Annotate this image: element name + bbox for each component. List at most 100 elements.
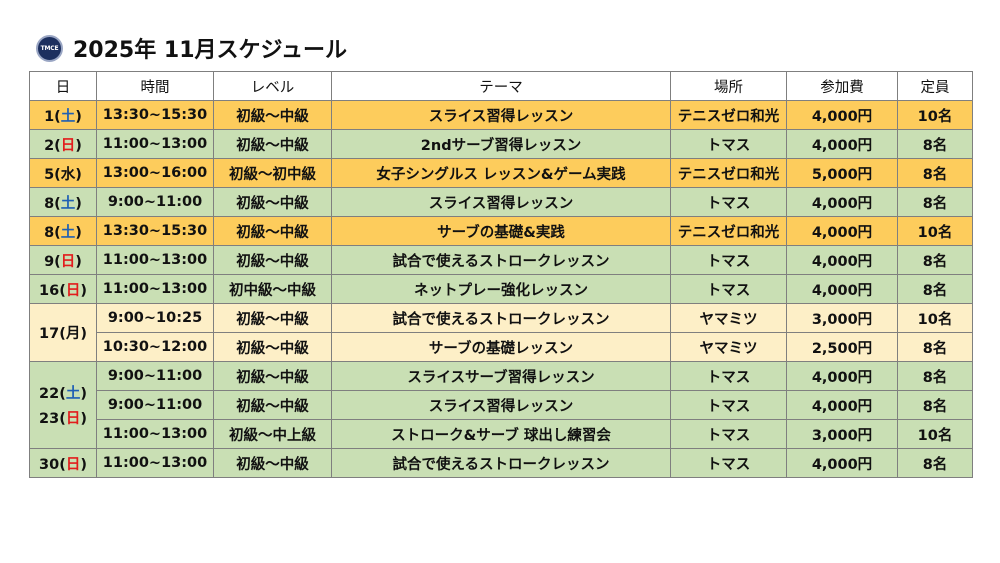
col-header-time: 時間 xyxy=(96,71,214,101)
fee-cell: 4,000円 xyxy=(786,216,898,246)
capacity-cell: 10名 xyxy=(897,303,973,333)
time-cell: 9:00~11:00 xyxy=(96,187,214,217)
col-header-fee: 参加費 xyxy=(786,71,898,101)
place-cell: トマス xyxy=(670,129,787,159)
date-cell: 16(日) xyxy=(29,274,97,304)
fee-cell: 2,500円 xyxy=(786,332,898,362)
place-cell: トマス xyxy=(670,245,787,275)
club-logo: TMCE xyxy=(36,34,63,62)
level-cell: 初級～中級 xyxy=(213,448,332,478)
day-number: 8 xyxy=(44,195,55,212)
theme-cell: スライスサーブ習得レッスン xyxy=(331,361,671,391)
table-row: 22(土) 23(日) 9:00~11:00 初級～中級 スライスサーブ習得レッ… xyxy=(29,361,973,449)
level-cell: 初級～中級 xyxy=(213,361,332,391)
level-cell: 初級～中級 xyxy=(213,100,332,130)
capacity-cell: 8名 xyxy=(897,129,973,159)
table-row: 30(日) 11:00~13:00 初級～中級 試合で使えるストロークレッスン … xyxy=(29,448,973,478)
time-cell: 13:30~15:30 xyxy=(96,100,214,130)
schedule-table: 日 時間 レベル テーマ 場所 参加費 定員 1(土) 13:30~15:30 … xyxy=(29,71,973,478)
header-row: 日 時間 レベル テーマ 場所 参加費 定員 xyxy=(29,71,973,101)
table-row: 9:00~11:00 初級～中級 スライス習得レッスン トマス 4,000円 8… xyxy=(30,390,973,420)
theme-cell: ストローク&サーブ 球出し練習会 xyxy=(331,419,671,449)
theme-cell: スライス習得レッスン xyxy=(331,187,671,217)
theme-cell: ネットプレー強化レッスン xyxy=(331,274,671,304)
fee-cell: 4,000円 xyxy=(786,390,898,420)
time-cell: 9:00~10:25 xyxy=(96,303,214,333)
fee-cell: 4,000円 xyxy=(786,129,898,159)
day-number: 8 xyxy=(44,224,55,241)
theme-cell: サーブの基礎&実践 xyxy=(331,216,671,246)
table-row: 8(土) 13:30~15:30 初級～中級 サーブの基礎&実践 テニスゼロ和光… xyxy=(29,216,973,246)
capacity-cell: 8名 xyxy=(897,274,973,304)
fee-cell: 3,000円 xyxy=(786,419,898,449)
date-cell: 8(土) xyxy=(29,216,97,246)
day-number: 22 xyxy=(39,386,60,402)
place-cell: トマス xyxy=(670,187,787,217)
place-cell: テニスゼロ和光 xyxy=(670,216,787,246)
col-header-capacity: 定員 xyxy=(897,71,973,101)
capacity-cell: 8名 xyxy=(897,332,973,362)
level-cell: 初級～中級 xyxy=(213,129,332,159)
date-cell: 30(日) xyxy=(29,448,97,478)
day-number: 5 xyxy=(44,166,55,183)
capacity-cell: 10名 xyxy=(897,100,973,130)
table-row: 8(土) 9:00~11:00 初級～中級 スライス習得レッスン トマス 4,0… xyxy=(29,187,973,217)
theme-cell: 試合で使えるストロークレッスン xyxy=(331,245,671,275)
theme-cell: スライス習得レッスン xyxy=(331,100,671,130)
place-cell: テニスゼロ和光 xyxy=(670,158,787,188)
time-cell: 13:00~16:00 xyxy=(96,158,214,188)
time-cell: 13:30~15:30 xyxy=(96,216,214,246)
day-number: 1 xyxy=(44,108,55,125)
table-row: 16(日) 11:00~13:00 初中級～中級 ネットプレー強化レッスン トマ… xyxy=(29,274,973,304)
place-cell: トマス xyxy=(670,419,787,449)
date-cell: 1(土) xyxy=(29,100,97,130)
fee-cell: 3,000円 xyxy=(786,303,898,333)
fee-cell: 4,000円 xyxy=(786,361,898,391)
col-header-level: レベル xyxy=(213,71,332,101)
day-number: 9 xyxy=(44,253,55,270)
level-cell: 初中級～中級 xyxy=(213,274,332,304)
place-cell: ヤマミツ xyxy=(670,332,787,362)
theme-cell: スライス習得レッスン xyxy=(331,390,671,420)
capacity-cell: 8名 xyxy=(897,361,973,391)
table-row: 11:00~13:00 初級～中上級 ストローク&サーブ 球出し練習会 トマス … xyxy=(30,419,973,449)
time-cell: 9:00~11:00 xyxy=(96,361,214,391)
weekday: 日 xyxy=(65,411,81,427)
level-cell: 初級～中級 xyxy=(213,187,332,217)
table-row: 5(水) 13:00~16:00 初級～初中級 女子シングルス レッスン&ゲーム… xyxy=(29,158,973,188)
time-cell: 11:00~13:00 xyxy=(96,419,214,449)
fee-cell: 5,000円 xyxy=(786,158,898,188)
capacity-cell: 10名 xyxy=(897,419,973,449)
theme-cell: 試合で使えるストロークレッスン xyxy=(331,303,671,333)
weekday: 月 xyxy=(65,326,81,342)
time-cell: 10:30~12:00 xyxy=(96,332,214,362)
day-number: 17 xyxy=(39,326,60,342)
col-header-day: 日 xyxy=(29,71,97,101)
level-cell: 初級～中級 xyxy=(213,390,332,420)
weekday: 日 xyxy=(60,137,76,154)
col-header-theme: テーマ xyxy=(331,71,671,101)
place-cell: トマス xyxy=(670,274,787,304)
theme-cell: サーブの基礎レッスン xyxy=(331,332,671,362)
page-title: 2025年 11月スケジュール xyxy=(73,38,347,63)
table-row: 9(日) 11:00~13:00 初級～中級 試合で使えるストロークレッスン ト… xyxy=(29,245,973,275)
day-number: 23 xyxy=(39,411,60,427)
place-cell: トマス xyxy=(670,361,787,391)
time-cell: 11:00~13:00 xyxy=(96,274,214,304)
theme-cell: 2ndサーブ習得レッスン xyxy=(331,129,671,159)
level-cell: 初級～中級 xyxy=(213,245,332,275)
weekday: 水 xyxy=(60,166,76,183)
table-row: 2(日) 11:00~13:00 初級～中級 2ndサーブ習得レッスン トマス … xyxy=(29,129,973,159)
theme-cell: 試合で使えるストロークレッスン xyxy=(331,448,671,478)
level-cell: 初級～中級 xyxy=(213,216,332,246)
weekday: 土 xyxy=(60,195,76,212)
time-cell: 11:00~13:00 xyxy=(96,129,214,159)
date-cell: 5(水) xyxy=(29,158,97,188)
capacity-cell: 10名 xyxy=(897,216,973,246)
theme-cell: 女子シングルス レッスン&ゲーム実践 xyxy=(331,158,671,188)
day-number: 2 xyxy=(44,137,55,154)
date-line: 23(日) xyxy=(39,411,87,427)
col-header-place: 場所 xyxy=(670,71,787,101)
date-cell: 8(土) xyxy=(29,187,97,217)
time-cell: 9:00~11:00 xyxy=(96,390,214,420)
